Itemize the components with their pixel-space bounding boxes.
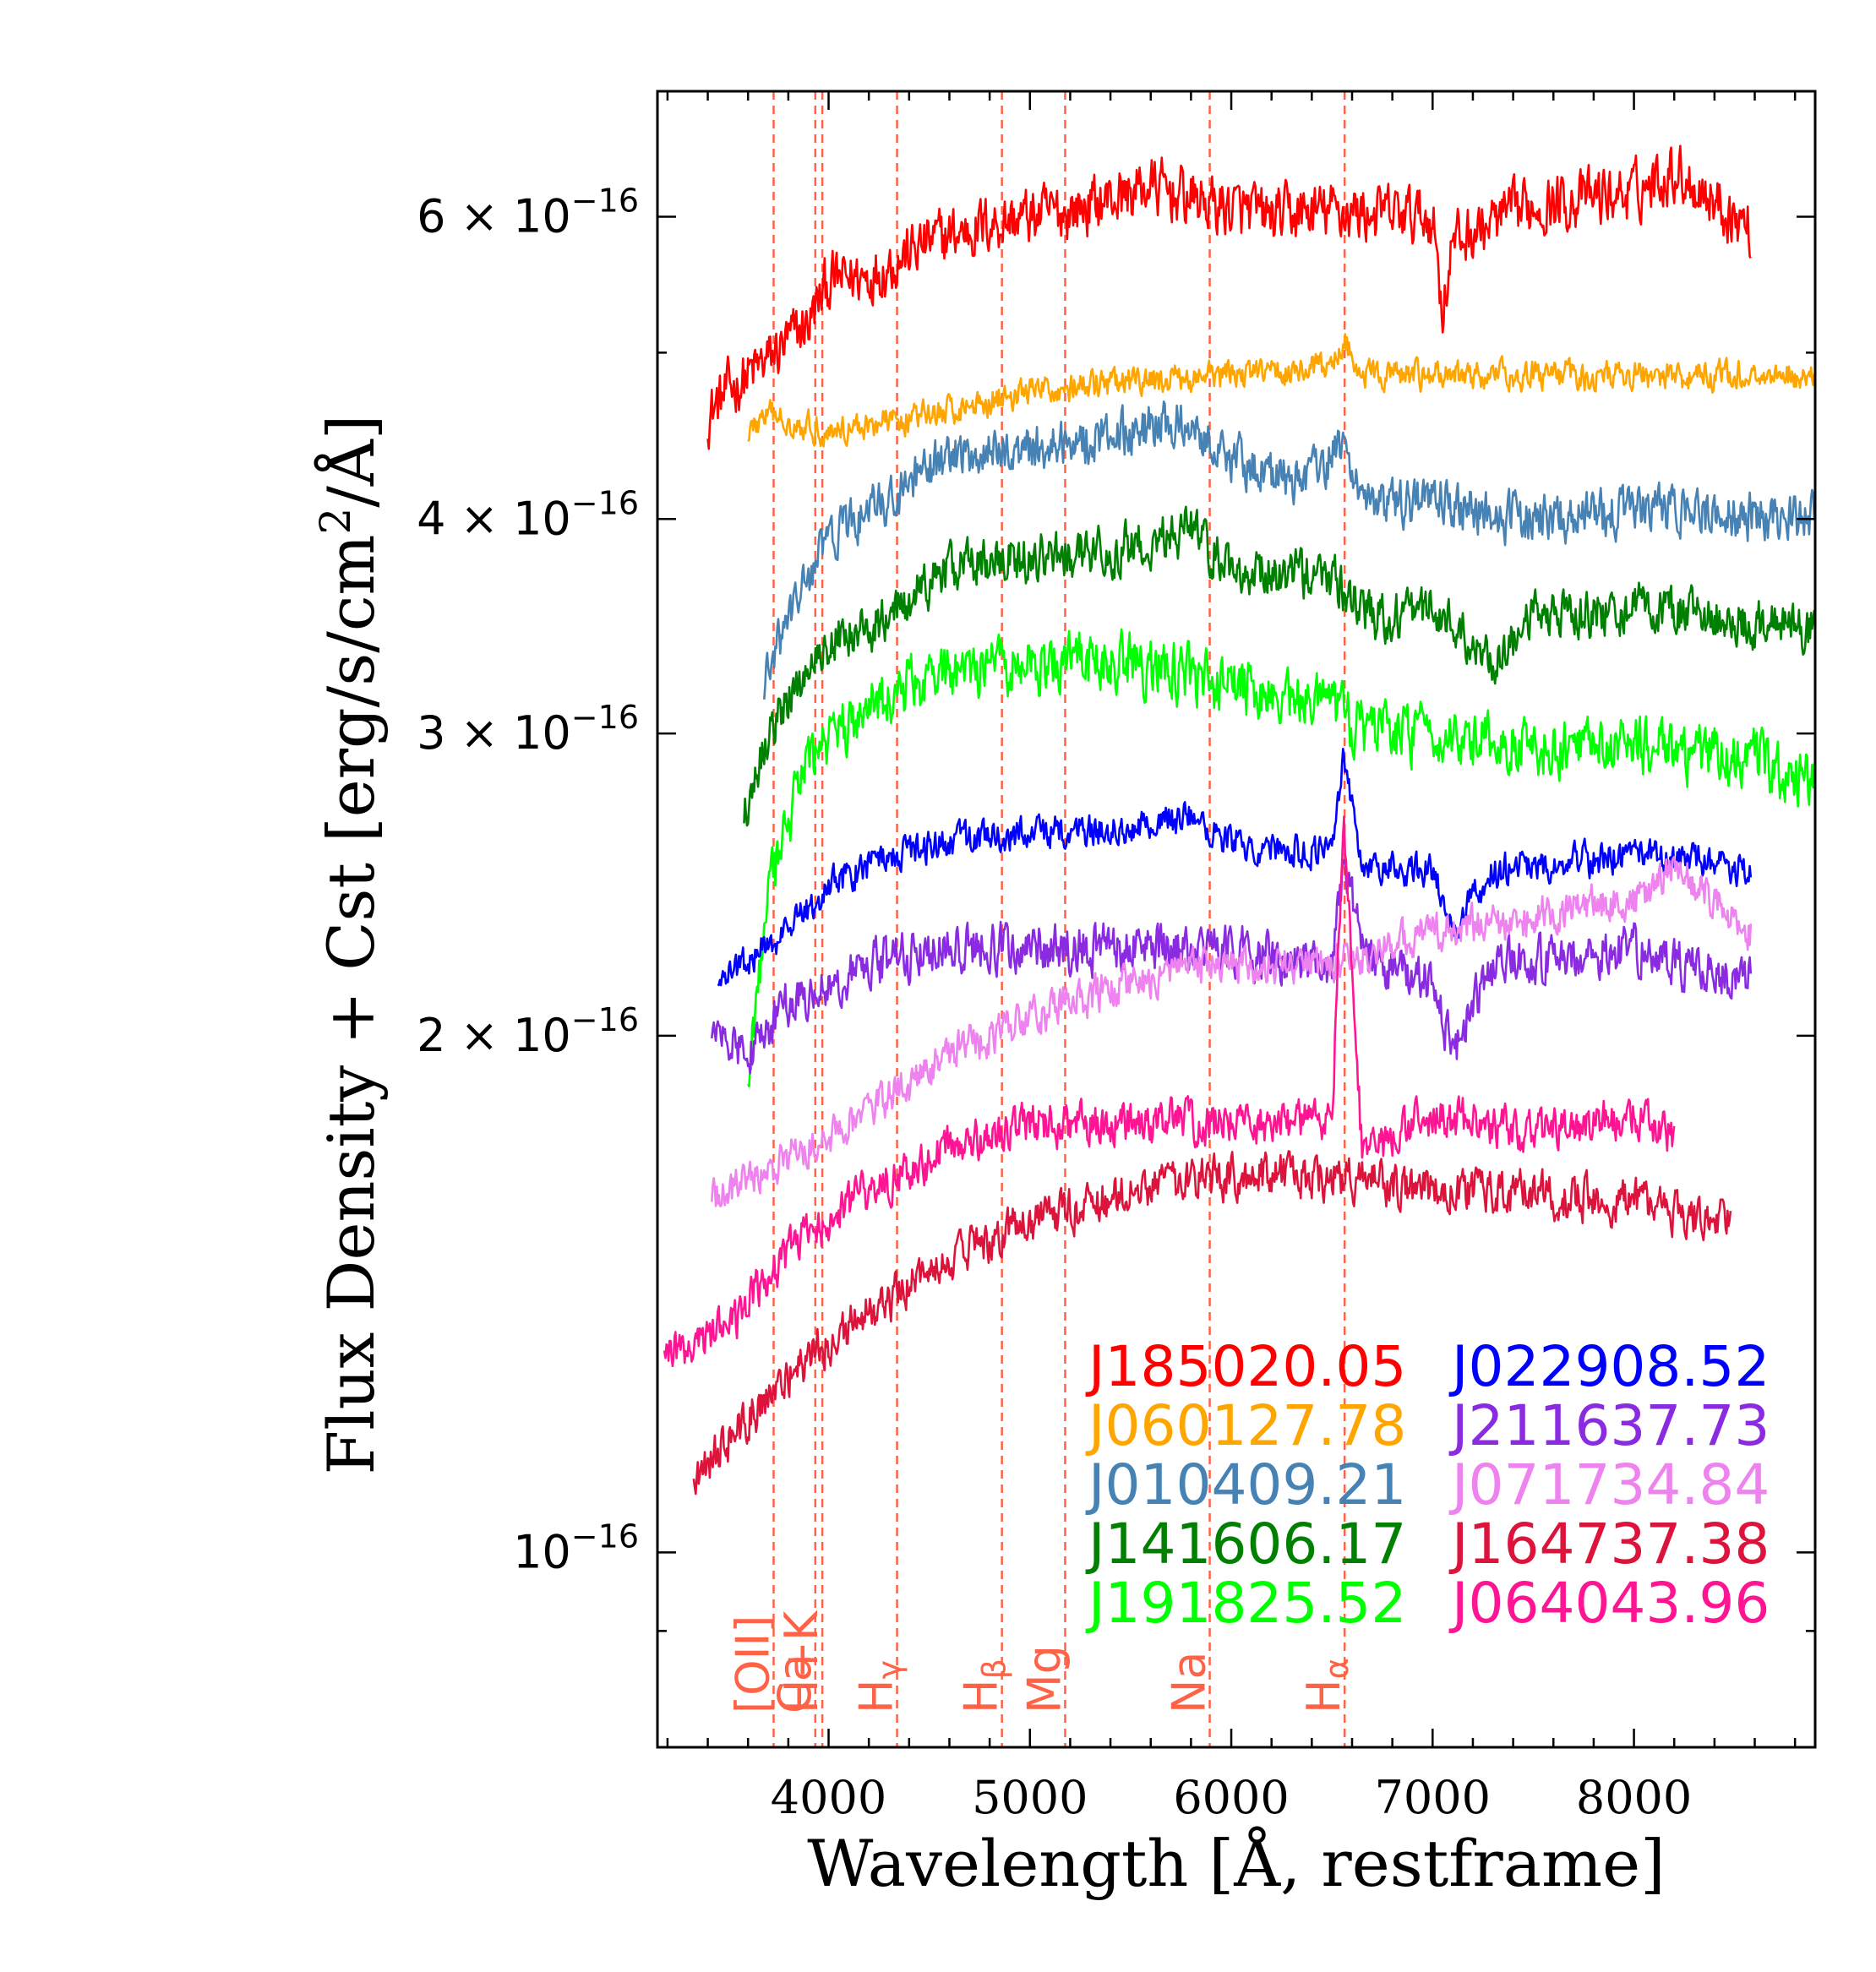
reference-line-label-text: [OII] bbox=[726, 1615, 779, 1714]
y-tick-label-exponent: −16 bbox=[571, 484, 639, 521]
y-tick-label: 6 × 10−16 bbox=[417, 182, 639, 243]
x-axis-ticks: 4000 5000 6000 7000 8000 bbox=[666, 91, 1797, 1824]
y-axis-title-superscript: 2 bbox=[311, 508, 360, 535]
reference-line-label-sub: β bbox=[976, 1659, 1013, 1679]
x-tick-label: 7000 bbox=[1375, 1771, 1491, 1824]
reference-line-label: Mg bbox=[1017, 1645, 1071, 1713]
plot-frame bbox=[656, 90, 1817, 1749]
series-line-J071734.84 bbox=[711, 855, 1753, 1207]
legend-entry: J010409.21 bbox=[1085, 1452, 1406, 1517]
reference-line-label-text: H bbox=[1297, 1679, 1350, 1713]
legend-entry: J191825.52 bbox=[1085, 1571, 1406, 1636]
legend-entry: J141606.17 bbox=[1085, 1512, 1406, 1577]
series-line-J060127.78 bbox=[747, 333, 1817, 448]
y-tick-label-exponent: −16 bbox=[571, 699, 639, 736]
reference-line-label: Hα bbox=[1297, 1658, 1355, 1713]
legend-entry: J211637.73 bbox=[1448, 1393, 1770, 1458]
y-tick-label-exponent: −16 bbox=[571, 1517, 639, 1555]
reference-line-label: Hγ bbox=[850, 1660, 908, 1713]
reference-line-label-sub: γ bbox=[871, 1660, 908, 1680]
x-tick-label: 5000 bbox=[972, 1771, 1088, 1824]
reference-line-label-text: H+K bbox=[775, 1610, 828, 1713]
y-tick-label-base: 6 × 10 bbox=[417, 190, 571, 243]
series-line-J010409.21 bbox=[763, 400, 1817, 700]
y-tick-label-base: 4 × 10 bbox=[417, 492, 571, 545]
y-tick-label: 4 × 10−16 bbox=[417, 484, 639, 545]
series-line-J141606.17 bbox=[743, 505, 1817, 827]
y-tick-label: 10−16 bbox=[513, 1517, 639, 1578]
reference-line-label-text: Ca bbox=[768, 1653, 821, 1713]
y-tick-label-base: 3 × 10 bbox=[417, 706, 571, 760]
reference-line-label: [OII] bbox=[726, 1615, 779, 1714]
y-tick-label-base: 10 bbox=[513, 1525, 571, 1578]
reference-line-label: Na bbox=[1163, 1652, 1216, 1714]
series-line-J211637.73 bbox=[711, 858, 1753, 1075]
series-lines bbox=[663, 144, 1817, 1495]
legend-entry: J064043.96 bbox=[1448, 1571, 1770, 1636]
reference-line-label-sub: α bbox=[1318, 1658, 1355, 1679]
y-axis-title-suffix: /Å] bbox=[313, 415, 389, 508]
reference-line-label: Ca bbox=[768, 1653, 821, 1713]
y-axis-ticks: 10−162 × 10−163 × 10−164 × 10−166 × 10−1… bbox=[417, 182, 1815, 1632]
series-line-J064043.96 bbox=[663, 815, 1676, 1368]
reference-line-label-text: H bbox=[850, 1679, 903, 1713]
y-tick-label-exponent: −16 bbox=[571, 1001, 639, 1038]
reference-line-label-text: H bbox=[955, 1679, 1008, 1713]
series-line-J191825.52 bbox=[747, 628, 1817, 1087]
legend-entry: J164737.38 bbox=[1448, 1512, 1770, 1577]
y-tick-label: 3 × 10−16 bbox=[417, 699, 639, 760]
legend-entry: J060127.78 bbox=[1085, 1393, 1406, 1458]
series-line-J164737.38 bbox=[692, 1150, 1732, 1495]
legend-entry: J071734.84 bbox=[1448, 1452, 1770, 1517]
x-tick-label: 6000 bbox=[1173, 1771, 1289, 1824]
reference-line-label-text: Mg bbox=[1017, 1645, 1071, 1713]
y-tick-label-exponent: −16 bbox=[571, 182, 639, 220]
reference-line-label: H+K bbox=[775, 1610, 828, 1713]
x-tick-label: 4000 bbox=[771, 1771, 886, 1824]
y-axis-title: Flux Density + Cst [erg/s/cm2/Å] bbox=[311, 415, 389, 1475]
legend-entry: J022908.52 bbox=[1448, 1334, 1770, 1399]
reference-line-label: Hβ bbox=[955, 1659, 1013, 1713]
series-line-J022908.52 bbox=[717, 748, 1753, 987]
y-axis-title-prefix: Flux Density + Cst [erg/s/cm bbox=[314, 535, 389, 1475]
legend-entry: J185020.05 bbox=[1085, 1334, 1406, 1399]
y-tick-label: 2 × 10−16 bbox=[417, 1001, 639, 1062]
series-line-J185020.05 bbox=[706, 144, 1752, 450]
y-tick-label-base: 2 × 10 bbox=[417, 1009, 571, 1062]
x-tick-label: 8000 bbox=[1576, 1771, 1692, 1824]
x-axis-title: Wavelength [Å, restframe] bbox=[807, 1825, 1665, 1901]
legend: J185020.05J060127.78J010409.21J141606.17… bbox=[1085, 1334, 1770, 1636]
reference-line-label-text: Na bbox=[1163, 1652, 1216, 1714]
